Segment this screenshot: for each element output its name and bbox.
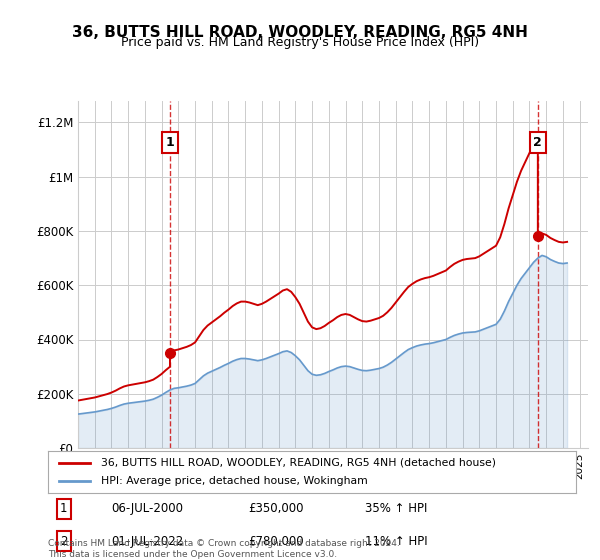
Text: 1: 1 xyxy=(166,136,175,149)
Text: 2: 2 xyxy=(60,535,68,548)
Text: 36, BUTTS HILL ROAD, WOODLEY, READING, RG5 4NH (detached house): 36, BUTTS HILL ROAD, WOODLEY, READING, R… xyxy=(101,458,496,468)
Text: 1: 1 xyxy=(60,502,68,515)
Text: 06-JUL-2000: 06-JUL-2000 xyxy=(112,502,184,515)
Text: 35% ↑ HPI: 35% ↑ HPI xyxy=(365,502,427,515)
Text: 01-JUL-2022: 01-JUL-2022 xyxy=(112,535,184,548)
Text: 11% ↑ HPI: 11% ↑ HPI xyxy=(365,535,427,548)
Text: Contains HM Land Registry data © Crown copyright and database right 2024.
This d: Contains HM Land Registry data © Crown c… xyxy=(48,539,400,559)
Text: £780,000: £780,000 xyxy=(248,535,304,548)
Text: £350,000: £350,000 xyxy=(248,502,304,515)
Text: 36, BUTTS HILL ROAD, WOODLEY, READING, RG5 4NH: 36, BUTTS HILL ROAD, WOODLEY, READING, R… xyxy=(72,25,528,40)
Text: Price paid vs. HM Land Registry's House Price Index (HPI): Price paid vs. HM Land Registry's House … xyxy=(121,36,479,49)
Text: HPI: Average price, detached house, Wokingham: HPI: Average price, detached house, Woki… xyxy=(101,476,368,486)
Text: 2: 2 xyxy=(533,136,542,149)
